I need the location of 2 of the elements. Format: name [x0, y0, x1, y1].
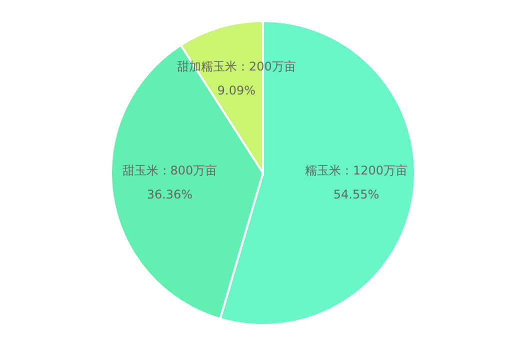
- slice-label: 糯玉米：1200万亩 54.55%: [305, 163, 408, 202]
- slice-label: 甜玉米：800万亩 36.36%: [122, 163, 218, 202]
